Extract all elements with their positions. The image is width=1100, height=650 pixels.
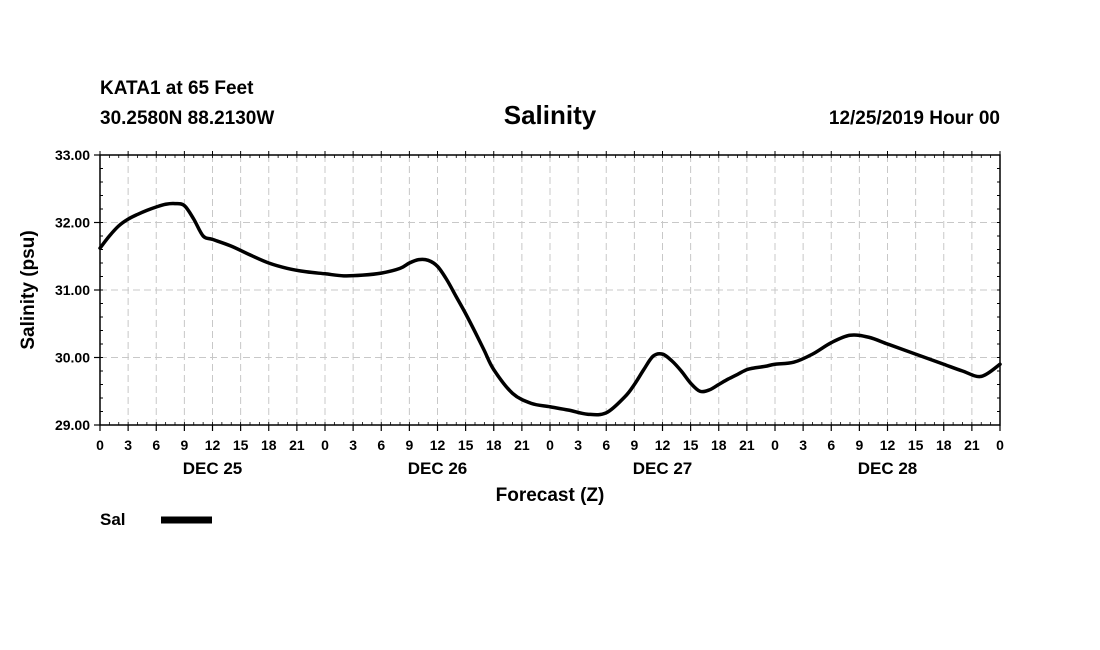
y-tick-label: 30.00 xyxy=(55,350,90,366)
x-tick-label: 18 xyxy=(486,437,502,453)
grid xyxy=(100,155,1000,425)
y-axis-title: Salinity (psu) xyxy=(18,230,39,349)
date-label: DEC 28 xyxy=(858,459,918,478)
plot-frame xyxy=(99,154,1001,426)
x-tick-label: 21 xyxy=(739,437,755,453)
x-tick-label: 18 xyxy=(936,437,952,453)
x-tick-label: 21 xyxy=(964,437,980,453)
series-layer xyxy=(98,201,1002,417)
x-tick-label: 3 xyxy=(124,437,132,453)
x-tick-label: 0 xyxy=(96,437,104,453)
x-tick-label: 9 xyxy=(855,437,863,453)
y-tick-label: 32.00 xyxy=(55,215,90,231)
coordinates-label: 30.2580N 88.2130W xyxy=(100,108,274,129)
y-tick-label: 29.00 xyxy=(55,417,90,433)
y-tick-label: 31.00 xyxy=(55,282,90,298)
y-tick-labels: 29.00 30.00 31.00 32.00 33.00 xyxy=(55,147,90,433)
x-tick-label: 15 xyxy=(683,437,699,453)
x-tick-label: 9 xyxy=(630,437,638,453)
x-tick-label: 21 xyxy=(514,437,530,453)
x-tick-label: 0 xyxy=(546,437,554,453)
x-tick-label: 6 xyxy=(602,437,610,453)
x-tick-label: 3 xyxy=(349,437,357,453)
x-tick-label: 15 xyxy=(233,437,249,453)
station-label: KATA1 at 65 Feet xyxy=(100,78,254,99)
x-tick-label: 6 xyxy=(152,437,160,453)
x-tick-label: 3 xyxy=(799,437,807,453)
x-tick-label: 18 xyxy=(261,437,277,453)
x-tick-label: 15 xyxy=(458,437,474,453)
x-tick-label: 0 xyxy=(771,437,779,453)
ticks xyxy=(94,151,1001,431)
x-tick-label: 18 xyxy=(711,437,727,453)
datetime-label: 12/25/2019 Hour 00 xyxy=(829,108,1000,129)
x-tick-labels: 0 3 6 9 12 15 18 21 0 3 6 9 12 15 18 21 0 3 6 9 12 15 18 21 0 3 6 9… xyxy=(96,437,1004,453)
x-tick-label: 0 xyxy=(996,437,1004,453)
date-label: DEC 27 xyxy=(633,459,693,478)
x-axis-title: Forecast (Z) xyxy=(496,485,605,506)
legend-label: Sal xyxy=(100,510,126,529)
x-tick-label: 12 xyxy=(880,437,896,453)
x-tick-label: 12 xyxy=(655,437,671,453)
x-tick-label: 6 xyxy=(377,437,385,453)
date-label: DEC 26 xyxy=(408,459,468,478)
chart-title: Salinity xyxy=(504,100,597,130)
x-tick-label: 15 xyxy=(908,437,924,453)
x-tick-label: 12 xyxy=(430,437,446,453)
date-label: DEC 25 xyxy=(183,459,243,478)
x-tick-label: 21 xyxy=(289,437,305,453)
x-tick-label: 0 xyxy=(321,437,329,453)
x-tick-label: 12 xyxy=(205,437,221,453)
x-tick-label: 9 xyxy=(180,437,188,453)
y-tick-label: 33.00 xyxy=(55,147,90,163)
date-labels: DEC 25 DEC 26 DEC 27 DEC 28 xyxy=(183,459,918,478)
x-tick-label: 3 xyxy=(574,437,582,453)
x-tick-label: 6 xyxy=(827,437,835,453)
series-line-sal xyxy=(98,201,1002,417)
x-tick-label: 9 xyxy=(405,437,413,453)
